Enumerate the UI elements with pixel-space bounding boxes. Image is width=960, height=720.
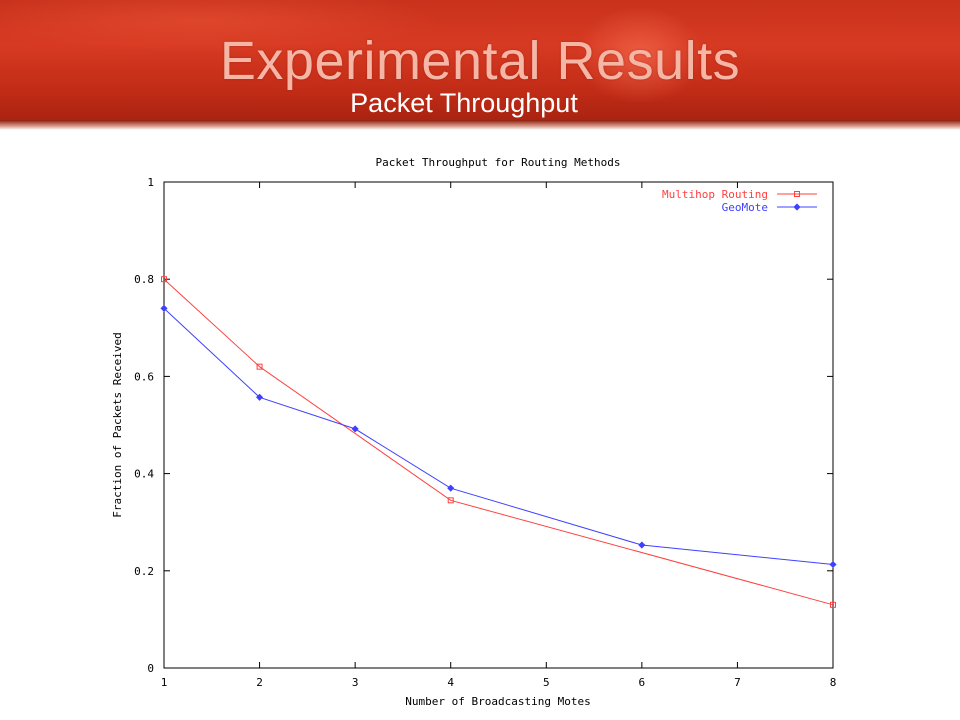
slide-subtitle: Packet Throughput (350, 88, 578, 118)
x-tick-label: 1 (161, 676, 168, 689)
x-tick-label: 4 (447, 676, 454, 689)
legend-swatch-marker (793, 203, 801, 211)
series-geomote (160, 304, 837, 569)
y-tick-label: 1 (147, 176, 154, 189)
data-point (447, 497, 454, 504)
banner-divider (0, 120, 960, 130)
y-tick-label: 0.4 (134, 468, 154, 481)
y-tick-label: 0.6 (134, 370, 154, 383)
data-point (829, 560, 837, 569)
ticks-layer: 1 2 3 4 5 6 7 8 0 0.2 0.4 0.6 0.8 1 (134, 176, 836, 689)
y-tick-label: 0.8 (134, 273, 154, 286)
data-point (830, 601, 836, 608)
series-layer (160, 276, 837, 608)
x-tick-label: 5 (543, 676, 550, 689)
plot-frame (163, 181, 834, 669)
series-multihop-routing (161, 276, 836, 608)
title-banner (0, 0, 960, 128)
slide-title: Experimental Results (219, 31, 741, 91)
legend-swatch-marker (794, 191, 800, 197)
x-axis-label: Number of Broadcasting Motes (405, 695, 590, 708)
x-tick-label: 2 (256, 676, 263, 689)
series-line (163, 307, 834, 565)
x-tick-label: 8 (830, 676, 837, 689)
data-point (638, 541, 646, 549)
x-tick-label: 7 (734, 676, 741, 689)
x-tick-label: 3 (352, 676, 359, 689)
y-tick-label: 0 (147, 662, 154, 675)
data-point (447, 484, 455, 492)
data-point (256, 363, 263, 370)
legend-label: GeoMote (722, 201, 768, 214)
data-point (351, 425, 359, 433)
x-tick-label: 6 (639, 676, 646, 689)
data-point (161, 276, 167, 283)
data-point (256, 393, 264, 401)
y-axis-label: Fraction of Packets Received (111, 332, 124, 517)
data-point (160, 304, 168, 312)
legend-label: Multihop Routing (662, 188, 768, 201)
chart-title: Packet Throughput for Routing Methods (375, 156, 620, 169)
y-tick-label: 0.2 (134, 565, 154, 578)
series-line (163, 278, 834, 606)
